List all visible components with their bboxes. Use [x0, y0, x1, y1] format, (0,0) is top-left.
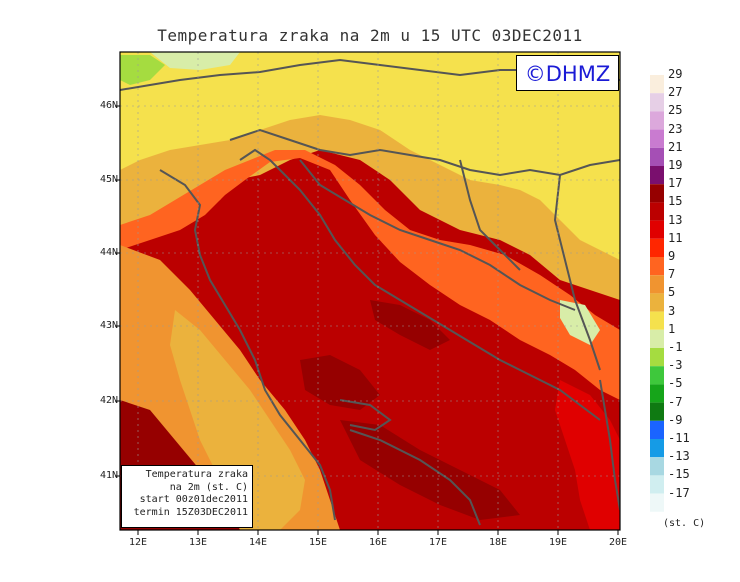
field-italy-yellow — [170, 310, 305, 530]
lon-label-18e: 18E — [488, 537, 508, 548]
coastline-italy-east — [339, 399, 392, 432]
field-adriatic-hot3 — [370, 300, 450, 350]
lon-label-19e: 19E — [548, 537, 568, 548]
lat-label-42n: 42N — [99, 395, 118, 406]
colorbar-swatch — [650, 238, 664, 257]
colorbar-swatch — [650, 348, 664, 367]
colorbar-swatch — [650, 293, 664, 312]
ticks — [115, 105, 619, 535]
lon-label-17e: 17E — [428, 537, 448, 548]
info-line-2: na 2m (st. C) — [169, 481, 248, 493]
colorbar-swatch — [650, 93, 664, 112]
colorbar-swatch — [650, 402, 664, 421]
colorbar-swatch — [650, 366, 664, 385]
colorbar-label: 5 — [668, 285, 676, 300]
colorbar-swatch — [650, 493, 664, 512]
colorbar-swatch — [650, 166, 664, 185]
dhmz-logo: ©DHMZ — [516, 55, 619, 91]
colorbar-label: -17 — [668, 485, 690, 500]
border-slovenia-croatia — [229, 128, 620, 177]
map-title: Temperatura zraka na 2m u 15 UTC 03DEC20… — [157, 26, 583, 45]
coastline-italy — [159, 169, 336, 521]
border-croatia-bosnia — [299, 159, 576, 311]
colorbar-label: 15 — [668, 194, 683, 209]
colorbar-label: -5 — [668, 376, 683, 391]
colorbar-label: 21 — [668, 139, 683, 154]
lat-label-43n: 43N — [99, 320, 118, 331]
field-adriatic-hot2 — [340, 420, 520, 520]
border-inner — [459, 159, 521, 271]
field-north-lightyellow — [120, 52, 620, 260]
colorbar-swatch — [650, 457, 664, 476]
lon-label-15e: 15E — [308, 537, 328, 548]
border-east — [553, 174, 601, 371]
lon-label-20e: 20E — [608, 537, 628, 548]
lon-label-12e: 12E — [128, 537, 148, 548]
coastline-adriatic-east — [239, 148, 601, 421]
lon-label-16e: 16E — [368, 537, 388, 548]
colorbar-label: -11 — [668, 431, 690, 445]
info-box: Temperatura zraka na 2m (st. C) start 00… — [121, 465, 253, 528]
colorbar-swatch — [650, 75, 664, 94]
colorbar-label: 23 — [668, 121, 683, 136]
lon-label-13e: 13E — [188, 537, 208, 548]
field-green-patch — [120, 55, 165, 85]
colorbar-label: -1 — [668, 340, 683, 354]
colorbar-label: 25 — [668, 103, 683, 118]
field-adriatic-hot1 — [300, 355, 380, 410]
colorbar-swatch — [650, 475, 664, 494]
field-pale-patch — [150, 52, 240, 70]
colorbar-label: 1 — [668, 321, 676, 336]
colorbar-label: -7 — [668, 394, 683, 409]
info-line-4: termin 15Z03DEC2011 — [133, 506, 248, 518]
field-coastal-orange — [120, 150, 620, 400]
colorbar-swatch — [650, 257, 664, 276]
colorbar-label: 9 — [668, 249, 676, 263]
colorbar-swatch — [650, 147, 664, 166]
colorbar-label: 19 — [668, 158, 683, 172]
field-pale-patch2 — [560, 300, 600, 345]
lat-label-41n: 41N — [99, 470, 118, 481]
border-south — [599, 379, 620, 511]
colorbar-label: 3 — [668, 303, 676, 318]
colorbar-swatch — [650, 184, 664, 203]
coastline-italy-heel — [349, 429, 481, 526]
colorbar-swatch — [650, 275, 664, 294]
colorbar-units: (st. C) — [663, 518, 706, 529]
colorbar-label: 11 — [668, 230, 683, 245]
lat-label-44n: 44N — [99, 247, 118, 258]
info-line-3: start 00z01dec2011 — [139, 494, 248, 505]
temperature-field — [120, 52, 620, 530]
colorbar-label: -9 — [668, 412, 683, 427]
colorbar-label: -13 — [668, 449, 690, 464]
colorbar-label: -3 — [668, 358, 683, 373]
map-frame — [119, 51, 621, 531]
field-east-red — [555, 380, 620, 530]
colorbar-label: 29 — [668, 67, 683, 81]
colorbar-swatch — [650, 311, 664, 330]
lat-label-46n: 46N — [99, 100, 118, 111]
lon-label-14e: 14E — [248, 537, 268, 548]
lat-label-45n: 45N — [99, 174, 118, 185]
colorbar-swatch — [650, 220, 664, 239]
colorbar-swatch — [650, 111, 664, 130]
colorbar-label: 7 — [668, 267, 676, 282]
colorbar-swatch — [650, 384, 664, 403]
colorbar-label: 17 — [668, 176, 683, 191]
colorbar-label: -15 — [668, 467, 690, 482]
grid — [120, 52, 620, 530]
colorbar-swatch — [650, 329, 664, 348]
colorbar-swatch — [650, 420, 664, 439]
colorbar-swatch — [650, 202, 664, 221]
colorbar — [650, 75, 664, 512]
colorbar-label: 13 — [668, 212, 683, 227]
colorbar-label: 27 — [668, 85, 683, 100]
info-line-1: Temperatura zraka — [145, 469, 248, 480]
colorbar-swatch — [650, 129, 664, 148]
colorbar-swatch — [650, 439, 664, 458]
